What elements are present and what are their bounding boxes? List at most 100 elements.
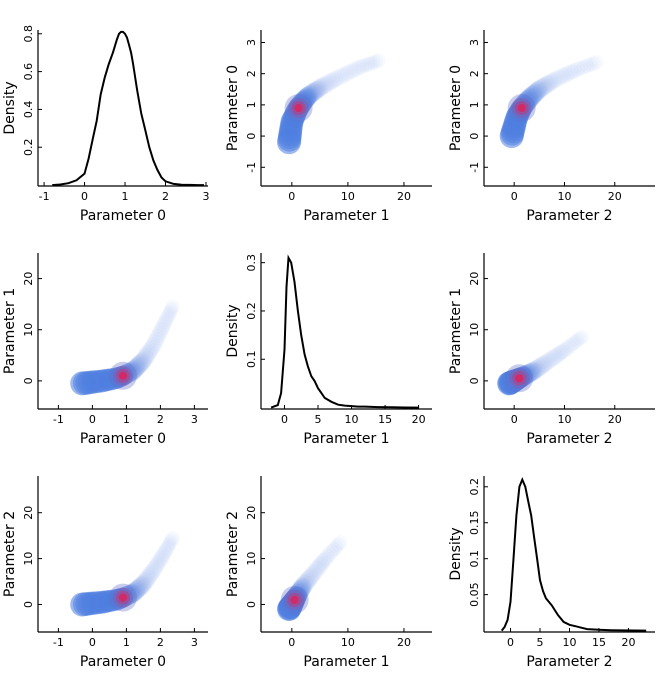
heatmap-cell (154, 548, 171, 564)
x-tick-label: 2 (157, 413, 164, 426)
heatmap-cell (526, 83, 545, 103)
y-tick-label: 0.1 (468, 550, 481, 568)
y-tick-label: 1 (245, 101, 258, 108)
y-tick-label: 20 (245, 506, 258, 520)
heatmap-cell (525, 361, 544, 380)
x-axis-label: Parameter 2 (526, 654, 612, 670)
x-tick-label: 3 (203, 190, 210, 203)
heatmap-cell (293, 577, 313, 596)
heatmap-cell (524, 84, 544, 104)
y-tick-label: 0 (245, 601, 258, 608)
heatmap-core (515, 374, 524, 383)
heatmap-cell (293, 578, 312, 597)
x-tick-label: 15 (592, 636, 606, 649)
x-tick-label: 10 (563, 636, 577, 649)
x-tick-label: -1 (53, 413, 64, 426)
panel-1-0: -1 0 1 2 3 0 10 20 Parameter 0 Parameter 1 (2, 253, 208, 447)
heatmap-cell (334, 67, 351, 84)
y-tick-label: 0 (245, 133, 258, 140)
heatmap-cell (130, 578, 149, 597)
heatmap-cell (78, 370, 102, 395)
heatmap-cell (153, 550, 170, 566)
y-tick-label: 10 (245, 552, 258, 566)
x-tick-label: 1 (122, 190, 129, 203)
y-axis-label: Parameter 0 (448, 65, 464, 151)
panel-0-2: 0 10 20 -1 0 1 2 3 Parameter 2 Parameter 0 (448, 30, 655, 224)
x-tick-label: 5 (537, 636, 544, 649)
heatmap-cell (135, 349, 154, 368)
panel-0-1: 0 10 20 -1 0 1 2 3 Parameter 1 Parameter 0 (225, 30, 432, 224)
x-tick-label: 2 (157, 636, 164, 649)
heatmap-cell (279, 115, 303, 139)
heatmap-cell (158, 541, 174, 557)
heatmap-cell (579, 58, 595, 74)
heatmap-cell (305, 564, 323, 581)
heatmap-cell (319, 74, 337, 92)
heatmap-cell (131, 354, 150, 372)
density-curve (500, 476, 647, 632)
heatmap-cell (326, 71, 343, 88)
heatmap-cell (94, 590, 118, 613)
heatmap-cell (165, 530, 180, 546)
heatmap-cell (546, 348, 564, 365)
x-tick-label: 0 (507, 636, 514, 649)
y-tick-label: 0.05 (468, 582, 481, 607)
heatmap-cell (137, 571, 155, 590)
heatmap-cell (537, 354, 555, 372)
heatmap-cell (309, 79, 328, 98)
panel-2-1: 0 10 20 0 10 20 Parameter 1 Parameter 2 (225, 476, 432, 670)
heatmap-cell (160, 539, 176, 555)
heatmap-cell (86, 591, 109, 615)
x-tick-label: 1 (123, 636, 130, 649)
heatmap-cell (523, 85, 543, 105)
y-axis-label: Parameter 2 (225, 511, 241, 597)
heatmap-cell (98, 589, 121, 613)
heatmap-cell (326, 542, 342, 557)
y-tick-label: 0 (22, 377, 35, 384)
y-tick-label: -1 (468, 162, 481, 173)
x-tick-label: 20 (397, 636, 411, 649)
heatmap-cell (129, 356, 148, 375)
heatmap-cell (148, 557, 165, 575)
heatmap-cell (280, 110, 304, 134)
heatmap-cell (164, 533, 179, 548)
y-tick-label: 0.2 (245, 302, 258, 320)
heatmap-cell (93, 590, 116, 614)
heatmap-cell (145, 561, 162, 579)
density-heatmap (499, 55, 604, 149)
x-tick-label: 0 (288, 636, 295, 649)
heatmap-cell (149, 556, 166, 572)
x-tick-label: 20 (608, 190, 622, 203)
heatmap-cell (133, 576, 152, 594)
heatmap-cell (131, 577, 150, 596)
heatmap-cell (567, 335, 582, 350)
heatmap-cell (502, 115, 526, 139)
heatmap-cell (575, 329, 590, 344)
heatmap-cell (554, 343, 571, 360)
heatmap-cell (134, 574, 153, 593)
heatmap-cell (135, 573, 154, 591)
heatmap-cell (280, 113, 303, 137)
x-tick-label: 10 (341, 190, 355, 203)
heatmap-cell (153, 321, 170, 338)
y-axis-label: Parameter 1 (2, 288, 18, 374)
x-tick-label: 20 (412, 413, 426, 426)
x-axis-label: Parameter 2 (526, 208, 612, 224)
heatmap-cell (330, 537, 346, 552)
heatmap-cell (125, 360, 144, 379)
heatmap-cell (561, 65, 578, 81)
density-heatmap (70, 530, 180, 617)
density-curve (52, 30, 204, 187)
heatmap-cell (93, 369, 116, 392)
y-tick-label: 3 (245, 39, 258, 46)
heatmap-cell (297, 87, 317, 107)
heatmap-cell (303, 83, 323, 102)
x-tick-label: 5 (315, 413, 322, 426)
heatmap-cell (164, 302, 179, 317)
x-tick-label: 0 (281, 413, 288, 426)
heatmap-cell (551, 69, 568, 86)
y-tick-label: 20 (22, 272, 35, 286)
heatmap-cell (86, 370, 109, 393)
heatmap-cell (157, 314, 173, 330)
y-tick-label: 0 (468, 377, 481, 384)
